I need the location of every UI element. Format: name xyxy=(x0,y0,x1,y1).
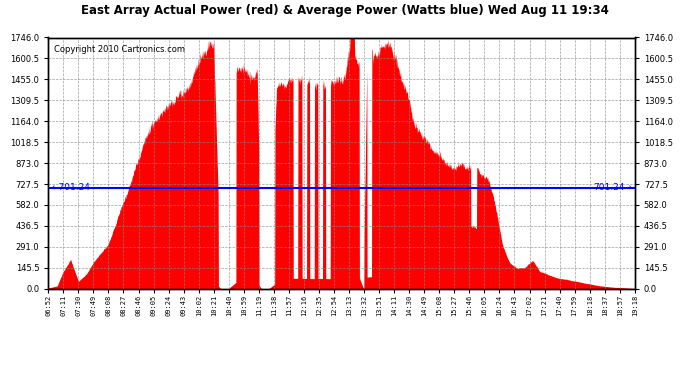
Text: ←701.24: ←701.24 xyxy=(51,183,90,192)
Text: Copyright 2010 Cartronics.com: Copyright 2010 Cartronics.com xyxy=(55,45,185,54)
Text: 701.24→: 701.24→ xyxy=(593,183,632,192)
Text: East Array Actual Power (red) & Average Power (Watts blue) Wed Aug 11 19:34: East Array Actual Power (red) & Average … xyxy=(81,4,609,17)
